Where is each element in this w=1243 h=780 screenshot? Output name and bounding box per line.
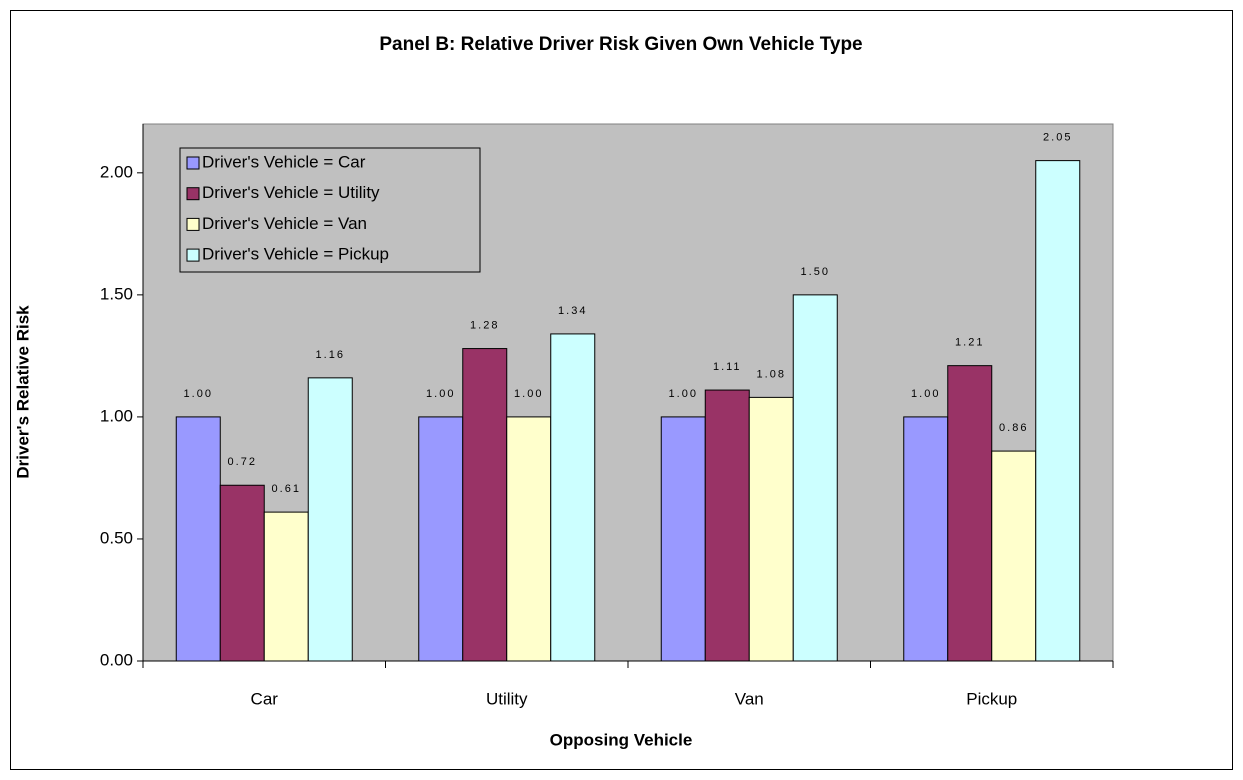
x-tick-label: Car [251,689,279,708]
legend-box [179,147,481,273]
value-label: 1.08 [757,368,786,380]
legend-swatch [186,187,200,201]
x-tick-label: Pickup [966,689,1017,708]
bar [418,416,464,662]
bar [263,511,309,662]
x-tick-label: Utility [486,689,528,708]
y-tick-label: 0.50 [100,528,133,547]
value-label: 1.50 [801,266,830,278]
bar [506,416,552,662]
bar [792,294,838,662]
y-tick-label: 1.00 [100,406,133,425]
value-label: 1.34 [558,305,587,317]
bar [307,377,353,662]
value-label: 1.28 [470,319,499,331]
legend-swatch [186,217,200,231]
value-label: 0.86 [999,422,1028,434]
value-label: 1.16 [316,349,345,361]
bar [462,348,508,662]
legend-swatch [186,248,200,262]
y-tick-label: 2.00 [100,162,133,181]
value-label: 0.61 [272,483,301,495]
chart-title: Panel B: Relative Driver Risk Given Own … [379,34,862,55]
value-label: 2.05 [1043,132,1072,144]
x-tick-label: Van [735,689,764,708]
legend-label: Driver's Vehicle = Utility [202,183,380,202]
bar [219,484,265,662]
bar [550,333,596,662]
value-label: 1.00 [911,388,940,400]
value-label: 1.00 [669,388,698,400]
value-label: 1.11 [713,361,742,373]
legend-swatch [186,156,200,170]
bar [1035,160,1081,662]
bar [947,365,993,662]
bar [991,450,1037,662]
legend-label: Driver's Vehicle = Car [202,152,366,171]
bar [660,416,706,662]
value-label: 1.00 [184,388,213,400]
bar [748,396,794,662]
value-label: 1.21 [955,337,984,349]
bar [175,416,221,662]
legend-label: Driver's Vehicle = Van [202,214,367,233]
bar [704,389,750,662]
bar [903,416,949,662]
y-axis-label: Driver's Relative Risk [13,305,32,479]
legend-label: Driver's Vehicle = Pickup [202,245,389,264]
x-axis-label: Opposing Vehicle [550,730,693,749]
value-label: 0.72 [228,456,257,468]
value-label: 1.00 [514,388,543,400]
value-label: 1.00 [426,388,455,400]
y-tick-label: 0.00 [100,650,133,669]
y-tick-label: 1.50 [100,284,133,303]
